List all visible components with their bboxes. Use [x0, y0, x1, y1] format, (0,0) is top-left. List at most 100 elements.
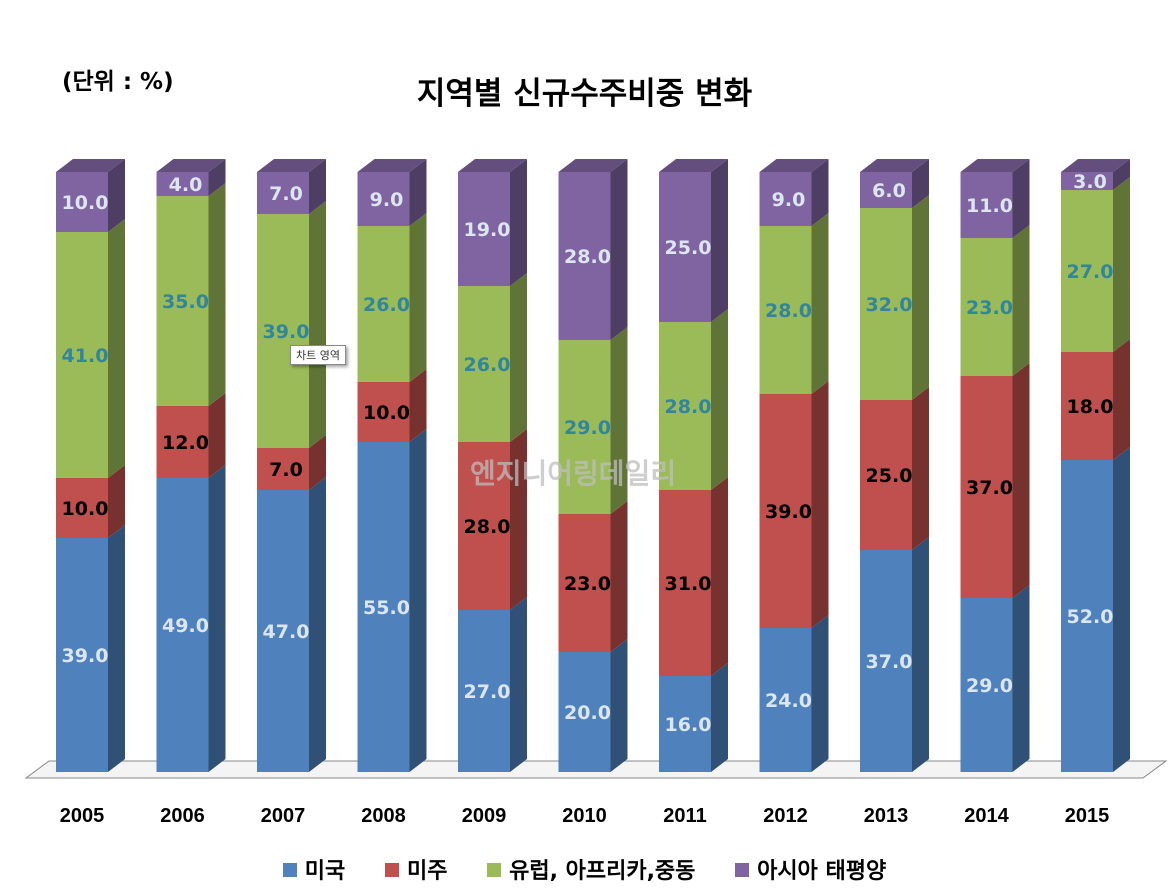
bar-emea-2015: [1061, 190, 1113, 352]
watermark: 엔지니어링데일리: [470, 457, 677, 490]
data-label-americas-2013: 25.0: [866, 465, 913, 487]
bar-americas-2012: [759, 394, 812, 628]
bar-usa-2011: [659, 676, 711, 772]
bar-apac-2011: [659, 172, 711, 322]
data-label-emea-2015: 27.0: [1067, 261, 1114, 283]
bar-top-2010: [558, 159, 628, 172]
data-label-americas-2015: 18.0: [1067, 396, 1114, 418]
data-label-emea-2010: 29.0: [564, 417, 611, 439]
bar-side-emea-2008: [409, 213, 427, 382]
unit-label: (단위 : %): [62, 69, 174, 95]
data-label-apac-2012: 9.0: [772, 189, 806, 211]
bar-side-emea-2013: [912, 195, 929, 400]
x-tick-label-2013: 2013: [864, 805, 909, 827]
bar-emea-2014: [960, 238, 1013, 376]
bar-emea-2006: [156, 196, 209, 406]
bar-americas-2011: [659, 490, 711, 676]
bar-side-usa-2011: [711, 663, 728, 772]
data-label-emea-2014: 23.0: [966, 297, 1013, 319]
bar-americas-2013: [860, 400, 912, 550]
bar-side-emea-2010: [610, 327, 628, 514]
data-label-emea-2005: 41.0: [62, 345, 109, 367]
bar-top-2008: [357, 159, 427, 172]
legend-swatch-americas: [384, 863, 399, 877]
x-tick-label-2009: 2009: [462, 805, 507, 827]
bar-side-apac-2008: [409, 159, 427, 226]
x-tick-label-2006: 2006: [160, 805, 205, 827]
legend-item-emea[interactable]: 유럽, 아프리카,중동: [487, 853, 695, 885]
legend-item-apac[interactable]: 아시아 태평양: [735, 853, 886, 885]
bar-apac-2015: [1061, 172, 1113, 190]
data-label-americas-2006: 12.0: [162, 432, 209, 454]
data-label-emea-2007: 39.0: [263, 321, 310, 343]
bar-side-usa-2009: [510, 597, 527, 772]
data-label-emea-2009: 26.0: [464, 354, 511, 376]
bar-emea-2005: [56, 232, 108, 478]
bar-side-apac-2012: [811, 159, 829, 226]
bar-side-apac-2006: [208, 159, 226, 196]
bar-emea-2013: [860, 208, 912, 400]
bar-americas-2009: [458, 442, 510, 610]
bar-usa-2007: [257, 490, 309, 772]
bar-apac-2008: [357, 172, 410, 226]
data-label-emea-2012: 28.0: [765, 300, 812, 322]
bar-side-usa-2012: [811, 615, 829, 772]
bar-top-2011: [659, 159, 728, 172]
data-label-usa-2008: 55.0: [363, 597, 410, 619]
x-tick-label-2012: 2012: [763, 805, 808, 827]
bar-side-emea-2011: [711, 309, 728, 490]
data-label-usa-2012: 24.0: [765, 690, 812, 712]
legend-label-apac: 아시아 태평양: [757, 859, 887, 884]
bar-usa-2014: [960, 598, 1013, 772]
bar-side-americas-2011: [711, 477, 728, 676]
bar-top-2006: [156, 159, 226, 172]
x-tick-label-2005: 2005: [60, 805, 105, 827]
bar-emea-2008: [357, 226, 410, 382]
data-label-apac-2009: 19.0: [464, 219, 511, 241]
bar-top-2015: [1061, 159, 1130, 172]
data-label-apac-2007: 7.0: [269, 183, 303, 205]
bar-top-2014: [960, 159, 1030, 172]
bar-apac-2012: [759, 172, 812, 226]
bar-side-americas-2012: [811, 381, 829, 628]
bar-emea-2007: [257, 214, 309, 448]
data-label-americas-2005: 10.0: [62, 498, 109, 520]
bar-side-apac-2009: [510, 159, 527, 286]
bar-side-usa-2014: [1012, 585, 1030, 772]
x-tick-label-2008: 2008: [361, 805, 406, 827]
data-label-usa-2011: 16.0: [665, 714, 712, 736]
data-label-emea-2011: 28.0: [665, 396, 712, 418]
bar-side-americas-2008: [409, 369, 427, 442]
bar-side-americas-2015: [1113, 339, 1130, 460]
bar-usa-2012: [759, 628, 812, 772]
data-label-emea-2008: 26.0: [363, 294, 410, 316]
bar-apac-2006: [156, 172, 209, 196]
bar-emea-2011: [659, 322, 711, 490]
bar-side-apac-2007: [309, 159, 326, 214]
bar-apac-2009: [458, 172, 510, 286]
legend-item-usa[interactable]: 미국: [282, 853, 345, 885]
x-tick-label-2007: 2007: [261, 805, 306, 827]
bar-side-americas-2013: [912, 387, 929, 550]
data-label-americas-2011: 31.0: [665, 573, 712, 595]
bar-side-emea-2015: [1113, 177, 1130, 352]
data-label-americas-2008: 10.0: [363, 402, 410, 424]
bar-side-emea-2009: [510, 273, 527, 442]
data-label-emea-2013: 32.0: [866, 294, 913, 316]
data-label-apac-2008: 9.0: [370, 189, 404, 211]
data-label-usa-2010: 20.0: [564, 702, 611, 724]
bar-americas-2007: [257, 448, 309, 490]
data-label-americas-2007: 7.0: [269, 459, 303, 481]
data-label-usa-2009: 27.0: [464, 681, 511, 703]
data-label-usa-2006: 49.0: [162, 615, 209, 637]
bar-side-apac-2010: [610, 159, 628, 340]
bar-usa-2010: [558, 652, 611, 772]
legend-swatch-usa: [282, 863, 297, 877]
bar-emea-2009: [458, 286, 510, 442]
bar-top-2012: [759, 159, 829, 172]
data-label-americas-2009: 28.0: [464, 516, 511, 538]
bar-apac-2014: [960, 172, 1013, 238]
legend-item-americas[interactable]: 미주: [384, 853, 447, 885]
legend-swatch-apac: [735, 863, 750, 877]
